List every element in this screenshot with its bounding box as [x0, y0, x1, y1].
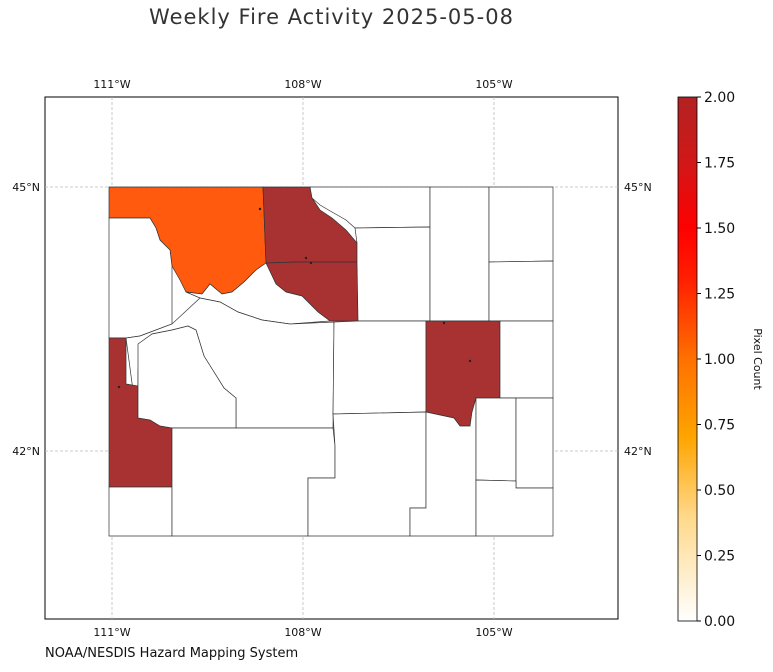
lon-tick-top: 105°W: [475, 78, 512, 91]
county-sublette: [137, 325, 237, 429]
colorbar-ticks: 0.00 0.25 0.50 0.75 1.00 1.25 1.50 1.75 2.00: [697, 90, 735, 630]
lat-tick-right: 45°N: [624, 181, 652, 194]
lon-tick-bottom: 111°W: [93, 626, 130, 639]
lat-tick-left: 45°N: [12, 181, 40, 194]
county-laramie: [475, 479, 554, 537]
fire-point: [442, 321, 446, 325]
colorbar-tick-label: 1.25: [704, 287, 735, 303]
lat-tick-left: 42°N: [12, 445, 40, 458]
fire-point: [117, 385, 121, 389]
colorbar-tick-label: 1.50: [704, 221, 735, 237]
lon-tick-bottom: 108°W: [284, 626, 321, 639]
fire-point: [258, 207, 262, 211]
colorbar-tick-label: 0.25: [704, 549, 735, 565]
fire-point: [304, 256, 308, 260]
lon-tick-bottom: 105°W: [475, 626, 512, 639]
fire-points: [117, 207, 472, 389]
colorbar-label: Pixel Count: [751, 328, 764, 390]
fire-point: [309, 261, 313, 265]
colorbar-tick-label: 0.00: [704, 614, 735, 630]
source-credit: NOAA/NESDIS Hazard Mapping System: [45, 646, 299, 661]
colorbar-tick-label: 0.75: [704, 418, 735, 434]
colorbar-tick-label: 2.00: [704, 90, 735, 106]
lon-tick-top: 111°W: [93, 78, 130, 91]
colorbar-tick-label: 1.00: [704, 352, 735, 368]
colorbar-tick-label: 1.75: [704, 156, 735, 172]
colorbar-tick-label: 0.50: [704, 483, 735, 499]
fire-point: [468, 359, 472, 363]
colorbar-gradient: [677, 96, 698, 622]
lon-tick-top: 108°W: [284, 78, 321, 91]
map-title: Weekly Fire Activity 2025-05-08: [149, 5, 514, 29]
lat-tick-right: 42°N: [624, 445, 652, 458]
